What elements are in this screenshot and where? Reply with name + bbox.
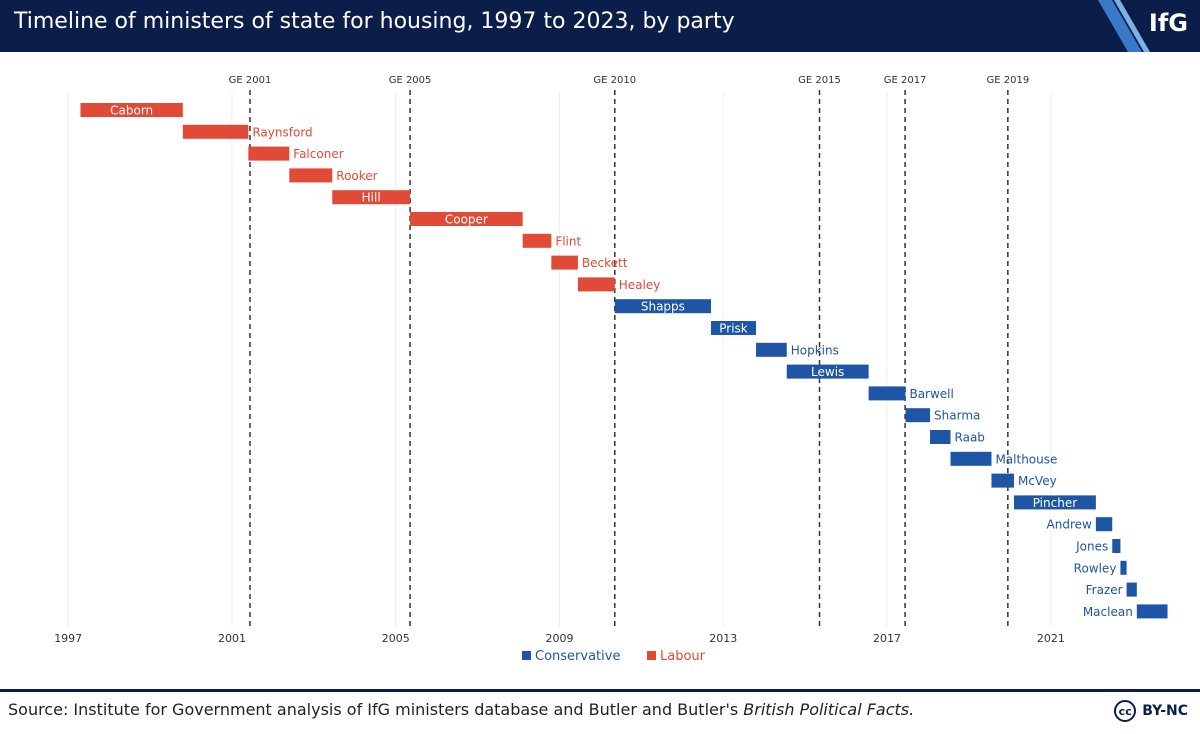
license-badge: cc BY-NC: [1114, 700, 1188, 722]
x-tick-label: 2013: [709, 632, 737, 645]
minister-label: Hopkins: [791, 343, 839, 357]
minister-label: Falconer: [293, 147, 343, 161]
minister-label: Rooker: [336, 169, 377, 183]
minister-bar: [551, 255, 578, 270]
minister-label: Andrew: [1047, 518, 1092, 532]
minister-bar: [577, 277, 615, 292]
minister-bar: [991, 473, 1014, 488]
minister-label: Prisk: [719, 322, 748, 336]
minister-bar: [1095, 517, 1113, 532]
minister-label: Jones: [1075, 540, 1108, 554]
minister-bar: [950, 451, 992, 466]
minister-bar: [1112, 539, 1121, 553]
minister-label: Rowley: [1074, 561, 1117, 575]
election-label: GE 2001: [229, 75, 272, 86]
source-note: Source: Institute for Government analysi…: [8, 700, 914, 719]
ifg-logo: IfG: [1148, 9, 1188, 37]
footer-divider: [0, 689, 1200, 692]
election-label: GE 2017: [884, 75, 927, 86]
minister-label: Healey: [619, 278, 661, 292]
minister-label: Beckett: [582, 256, 628, 270]
minister-label: Malthouse: [995, 452, 1057, 466]
election-label: GE 2010: [593, 75, 636, 86]
minister-label: Hill: [362, 191, 381, 205]
gantt-chart: 1997 2001 2005 2009 2013 2017 2021 GE 2001 GE 20…: [54, 75, 1168, 664]
x-tick-label: 2021: [1037, 632, 1065, 645]
minister-bar: [182, 124, 249, 139]
source-text: Source: Institute for Government analysi…: [8, 700, 744, 719]
legend-swatch: [522, 651, 531, 660]
logo-stripe-icon: [1098, 0, 1150, 52]
minister-bar: [248, 146, 290, 161]
minister-bar: [1013, 495, 1096, 510]
minister-bar: [711, 321, 757, 335]
x-tick-label: 1997: [54, 632, 82, 645]
legend-swatch: [647, 651, 656, 660]
minister-label: Lewis: [811, 365, 844, 379]
license-text: BY-NC: [1142, 703, 1188, 719]
x-tick-label: 2005: [382, 632, 410, 645]
minister-label: Maclean: [1083, 605, 1133, 619]
election-label: GE 2005: [389, 75, 432, 86]
legend-label: Labour: [660, 649, 706, 664]
minister-label: Cooper: [445, 213, 488, 227]
minister-bar: [289, 168, 333, 183]
x-tick-label: 2017: [873, 632, 901, 645]
minister-bar: [410, 212, 523, 226]
legend-label: Conservative: [535, 649, 620, 664]
minister-label: Sharma: [934, 409, 980, 423]
minister-bar: [80, 103, 183, 117]
minister-bar: [614, 299, 711, 314]
minister-bar: [1120, 560, 1127, 575]
minister-bar: [786, 364, 869, 379]
minister-bar: [905, 408, 931, 423]
cc-icon: cc: [1114, 700, 1137, 722]
minister-label: McVey: [1018, 474, 1057, 488]
minister-label: Pincher: [1033, 496, 1077, 510]
minister-label: Caborn: [110, 104, 153, 118]
minister-bar: [868, 386, 906, 401]
minister-bar: [1126, 582, 1137, 597]
chart-title: Timeline of ministers of state for housi…: [14, 9, 735, 34]
header-bar: Timeline of ministers of state for housi…: [0, 0, 1200, 52]
minister-bar: [332, 190, 411, 205]
x-tick-label: 2001: [218, 632, 246, 645]
election-label: GE 2019: [986, 75, 1029, 86]
minister-label: Frazer: [1086, 583, 1123, 597]
minister-label: Raab: [955, 431, 985, 445]
minister-label: Flint: [555, 234, 581, 248]
minister-label: Shapps: [641, 300, 685, 314]
minister-label: Raynsford: [252, 125, 312, 139]
minister-bar: [930, 430, 951, 444]
minister-bar: [756, 342, 787, 357]
minister-bar: [522, 233, 552, 248]
x-tick-label: 2009: [546, 632, 574, 645]
minister-label: Barwell: [909, 387, 953, 401]
election-label: GE 2015: [798, 75, 841, 86]
minister-bar: [1136, 604, 1168, 619]
source-book-title: British Political Facts.: [743, 700, 915, 719]
